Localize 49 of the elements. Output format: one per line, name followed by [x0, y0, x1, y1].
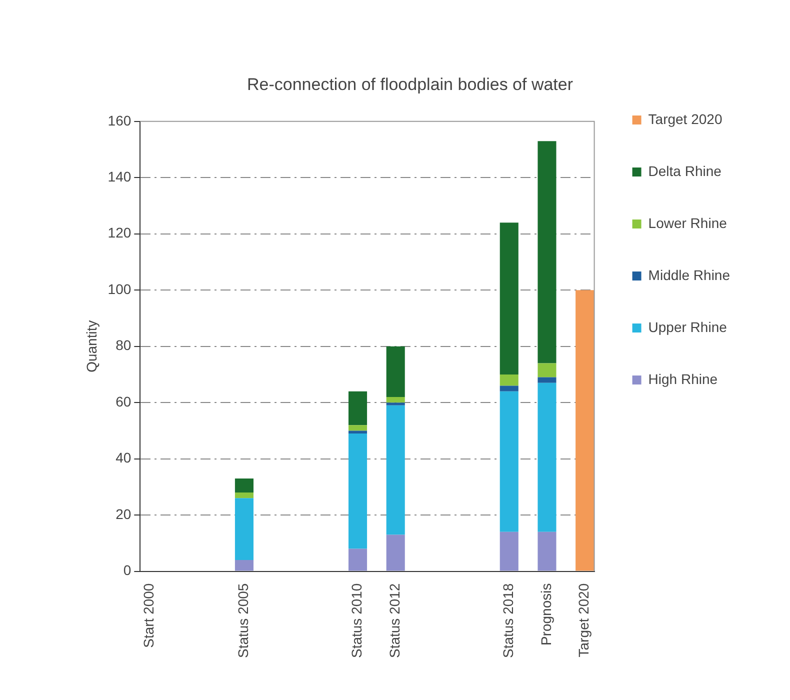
- bar: [234, 560, 254, 571]
- bar: [500, 222, 518, 374]
- y-tick-label: 80: [116, 337, 132, 354]
- legend-label: High Rhine: [648, 370, 718, 387]
- y-tick-label: 40: [116, 450, 132, 466]
- bar: [500, 386, 518, 392]
- bar: [538, 141, 556, 364]
- bar: [348, 430, 368, 434]
- bar: [500, 532, 518, 571]
- bar: [348, 548, 368, 571]
- bar: [386, 396, 405, 403]
- y-tick-label: 140: [108, 168, 132, 184]
- y-tick-label: 20: [116, 506, 132, 522]
- bar: [538, 377, 556, 383]
- y-axis-title: Quantity: [83, 320, 100, 372]
- x-tick-label: Start 2000: [140, 583, 156, 648]
- x-tick-label: Status 2018: [500, 583, 516, 658]
- x-tick-label: Prognosis: [538, 583, 554, 646]
- bar: [500, 374, 518, 386]
- bar: [500, 391, 518, 532]
- legend-label: Delta Rhine: [648, 162, 722, 179]
- bar: [234, 498, 254, 560]
- x-tick-label: Status 2012: [386, 583, 402, 658]
- bar: [386, 534, 405, 571]
- bar: [386, 346, 405, 397]
- x-tick-label: Target 2020: [576, 583, 592, 658]
- chart-title: Re-connection of floodplain bodies of water: [246, 74, 574, 94]
- y-tick-label: 120: [108, 224, 132, 241]
- bar: [348, 391, 368, 426]
- bar: [348, 434, 368, 549]
- legend-label: Lower Rhine: [648, 214, 728, 231]
- legend-label: Target 2020: [648, 110, 722, 127]
- bar: [234, 492, 254, 498]
- legend-label: Upper Rhine: [648, 318, 728, 335]
- bar: [348, 425, 368, 431]
- bar: [538, 532, 556, 571]
- y-tick-label: 100: [108, 280, 132, 297]
- x-tick-label: Status 2005: [235, 583, 252, 658]
- x-tick-label: Status 2010: [348, 583, 365, 658]
- bar: [576, 290, 594, 571]
- bar: [538, 363, 556, 378]
- y-tick-label: 60: [116, 393, 132, 410]
- legend-label: Middle Rhine: [648, 266, 730, 283]
- y-tick-label: 160: [108, 112, 132, 128]
- bar: [386, 405, 405, 535]
- bar: [386, 402, 405, 406]
- bar: [234, 478, 254, 493]
- y-tick-label: 0: [123, 562, 132, 578]
- bar: [538, 382, 556, 532]
